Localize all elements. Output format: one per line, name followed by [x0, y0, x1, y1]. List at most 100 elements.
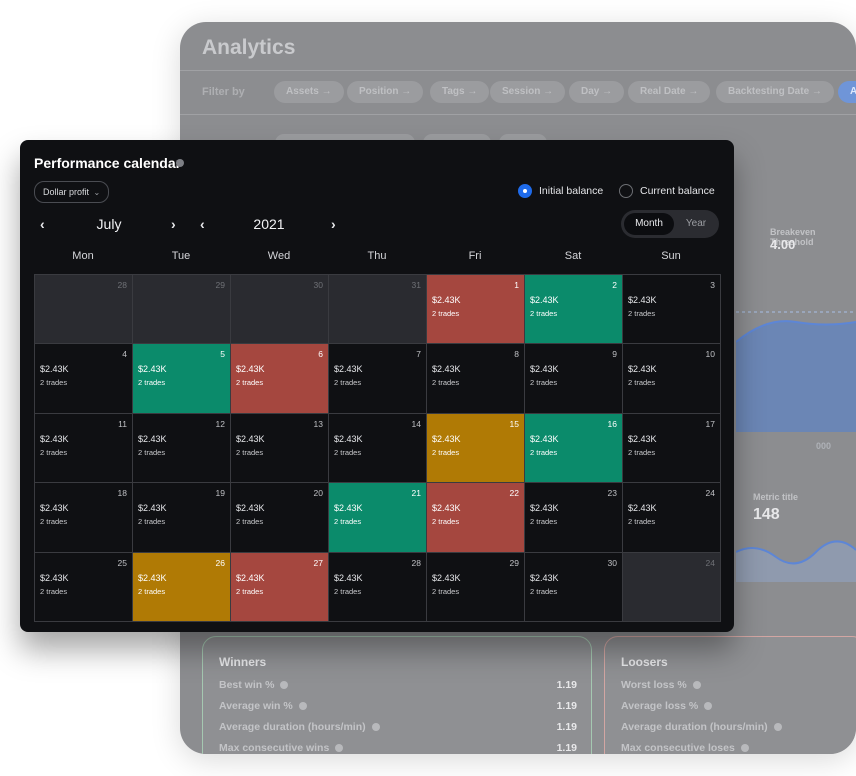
calendar-day-cell[interactable]: 26 $2.43K 2 trades	[133, 552, 231, 622]
loosers-title: Loosers	[621, 655, 668, 669]
day-number: 4	[122, 349, 127, 360]
prev-year-icon[interactable]: ‹	[200, 216, 205, 232]
calendar-day-cell[interactable]: 20 $2.43K 2 trades	[231, 483, 329, 553]
calendar-day-cell[interactable]: 3 $2.43K 2 trades	[623, 275, 721, 345]
filter-chip-session[interactable]: Session →	[490, 81, 566, 103]
calendar-day-cell[interactable]: 30	[231, 275, 329, 345]
initial-balance-radio[interactable]	[518, 184, 532, 198]
day-profit: $2.43K	[530, 433, 559, 444]
current-balance-label[interactable]: Current balance	[640, 185, 715, 197]
performance-calendar: Performance calendar Dollar profit ⌄ Ini…	[20, 140, 734, 632]
calendar-day-cell[interactable]: 4 $2.43K 2 trades	[35, 344, 133, 414]
stat-label: Max consecutive wins	[219, 742, 330, 754]
calendar-day-cell[interactable]: 13 $2.43K 2 trades	[231, 413, 329, 484]
calendar-day-cell[interactable]: 14 $2.43K 2 trades	[329, 413, 427, 484]
winners-title: Winners	[219, 655, 267, 669]
weekday-header: Mon	[72, 250, 94, 262]
calendar-day-cell[interactable]: 28 $2.43K 2 trades	[329, 552, 427, 622]
day-number: 24	[705, 488, 715, 499]
chevron-down-icon: ⌄	[93, 188, 101, 197]
day-profit: $2.43K	[432, 572, 461, 583]
day-trade-count: 2 trades	[628, 378, 656, 388]
calendar-day-cell[interactable]: 1 $2.43K 2 trades	[427, 275, 525, 345]
calendar-day-cell[interactable]: 17 $2.43K 2 trades	[623, 413, 721, 484]
calendar-day-cell[interactable]: 27 $2.43K 2 trades	[231, 552, 329, 622]
day-profit: $2.43K	[432, 503, 461, 514]
info-icon	[704, 702, 713, 711]
metric-dropdown[interactable]: Dollar profit ⌄	[34, 181, 110, 203]
calendar-day-cell[interactable]: 29	[133, 275, 231, 345]
filter-chip-assets[interactable]: Assets →	[274, 81, 344, 103]
initial-balance-label[interactable]: Initial balance	[539, 185, 604, 197]
info-icon	[280, 681, 289, 690]
calendar-day-cell[interactable]: 24	[623, 552, 721, 622]
day-number: 13	[313, 418, 323, 429]
day-profit: $2.43K	[628, 364, 657, 375]
calendar-day-cell[interactable]: 30 $2.43K 2 trades	[525, 552, 623, 622]
calendar-day-cell[interactable]: 6 $2.43K 2 trades	[231, 344, 329, 414]
prev-month-icon[interactable]: ‹	[40, 216, 45, 232]
filter-chip-tags[interactable]: Tags →	[430, 81, 490, 103]
calendar-day-cell[interactable]: 29 $2.43K 2 trades	[427, 552, 525, 622]
stat-label: Average duration (hours/min)	[219, 721, 366, 733]
calendar-grid: 28 29 30 31 1 $2.43K 2 trades 2 $2.43K 2 trades 3 $…	[34, 274, 721, 622]
info-icon	[298, 702, 307, 711]
next-month-icon[interactable]: ›	[171, 216, 176, 232]
day-trade-count: 2 trades	[530, 309, 558, 318]
calendar-day-cell[interactable]: 22 $2.43K 2 trades	[427, 483, 525, 553]
day-trade-count: 2 trades	[138, 447, 166, 457]
day-number: 2	[612, 280, 617, 290]
calendar-day-cell[interactable]: 12 $2.43K 2 trades	[133, 413, 231, 484]
calendar-day-cell[interactable]: 19 $2.43K 2 trades	[133, 483, 231, 553]
calendar-day-cell[interactable]: 23 $2.43K 2 trades	[525, 483, 623, 553]
day-number: 8	[514, 349, 519, 360]
filter-chip-position[interactable]: Position →	[347, 81, 424, 103]
calendar-day-cell[interactable]: 7 $2.43K 2 trades	[329, 344, 427, 414]
metric-value: 4.00	[770, 237, 796, 252]
info-icon	[740, 744, 749, 753]
day-number: 1	[514, 280, 519, 290]
filter-chip-real-date[interactable]: Real Date →	[628, 81, 711, 103]
metric-dropdown-label: Dollar profit	[43, 187, 90, 197]
calendar-day-cell[interactable]: 11 $2.43K 2 trades	[35, 413, 133, 484]
year-view-button[interactable]: Year	[685, 218, 707, 229]
calendar-day-cell[interactable]: 21 $2.43K 2 trades	[329, 483, 427, 553]
day-number: 14	[411, 418, 421, 429]
calendar-day-cell[interactable]: 8 $2.43K 2 trades	[427, 344, 525, 414]
filter-chip-more[interactable]: A	[838, 81, 856, 103]
year-label: 2021	[253, 216, 285, 232]
filter-chip-day[interactable]: Day →	[569, 81, 625, 103]
day-trade-count: 2 trades	[432, 309, 460, 318]
calendar-day-cell[interactable]: 24 $2.43K 2 trades	[623, 483, 721, 553]
calendar-day-cell[interactable]: 10 $2.43K 2 trades	[623, 344, 721, 414]
day-profit: $2.43K	[138, 503, 167, 514]
day-profit: $2.43K	[40, 364, 69, 375]
day-profit: $2.43K	[628, 433, 657, 444]
day-profit: $2.43K	[530, 295, 559, 305]
calendar-day-cell[interactable]: 18 $2.43K 2 trades	[35, 483, 133, 553]
stat-value: 1.19	[556, 742, 577, 754]
calendar-day-cell[interactable]: 5 $2.43K 2 trades	[133, 344, 231, 414]
next-year-icon[interactable]: ›	[331, 216, 336, 232]
calendar-day-cell[interactable]: 2 $2.43K 2 trades	[525, 275, 623, 345]
day-trade-count: 2 trades	[138, 517, 166, 527]
filter-chip-backtesting-date[interactable]: Backtesting Date →	[716, 81, 834, 103]
month-view-button[interactable]: Month	[624, 213, 674, 235]
winners-card: Winners Best win % 1.19 Average win % 1.19…	[202, 636, 592, 754]
calendar-day-cell[interactable]: 16 $2.43K 2 trades	[525, 413, 623, 484]
stat-value: 1.19	[556, 679, 577, 691]
calendar-day-cell[interactable]: 25 $2.43K 2 trades	[35, 552, 133, 622]
day-trade-count: 2 trades	[236, 378, 264, 388]
info-icon	[773, 723, 782, 732]
calendar-day-cell[interactable]: 28	[35, 275, 133, 345]
line-chart	[736, 540, 856, 582]
info-icon[interactable]	[176, 159, 184, 167]
calendar-day-cell[interactable]: 9 $2.43K 2 trades	[525, 344, 623, 414]
current-balance-radio[interactable]	[619, 184, 633, 198]
calendar-day-cell[interactable]: 15 $2.43K 2 trades	[427, 413, 525, 484]
day-profit: $2.43K	[40, 572, 69, 583]
day-profit: $2.43K	[334, 572, 363, 583]
calendar-day-cell[interactable]: 31	[329, 275, 427, 345]
day-number: 26	[215, 557, 225, 568]
axis-tick-label: 000	[816, 441, 832, 451]
